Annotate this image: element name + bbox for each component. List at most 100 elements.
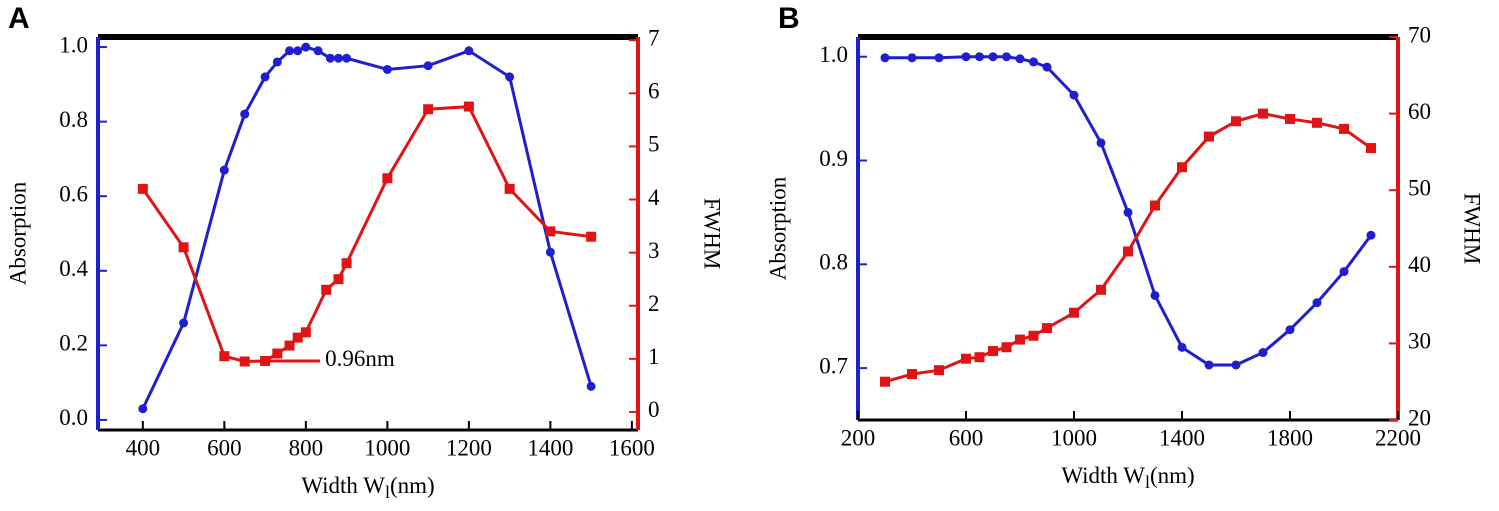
y-tick-label: 1.0 (59, 32, 88, 57)
marker (1312, 117, 1322, 128)
marker (1339, 123, 1349, 134)
series-line (885, 55, 1373, 367)
marker (382, 64, 392, 74)
marker (504, 183, 515, 194)
marker (1096, 138, 1106, 148)
marker (1028, 330, 1039, 341)
marker (272, 57, 282, 67)
marker (880, 53, 890, 63)
annotation: 0.96nm (325, 346, 395, 371)
x-axis-label-main: Width W (301, 473, 385, 498)
marker (1366, 143, 1376, 154)
y-tick-label: 1.0 (819, 42, 848, 67)
x-tick-label: 600 (949, 425, 984, 450)
marker (545, 247, 555, 257)
marker (342, 53, 352, 63)
y2-tick-label: 7 (648, 25, 660, 50)
x-tick-label: 2200 (1375, 425, 1421, 450)
y-tick-label: 0.8 (819, 250, 848, 275)
marker (1015, 334, 1025, 345)
y-tick-label: 0.2 (59, 331, 88, 356)
x-tick-label: 1200 (446, 435, 492, 460)
marker (1366, 230, 1376, 240)
marker (586, 381, 596, 391)
marker (975, 52, 984, 62)
marker (1150, 200, 1160, 211)
marker (974, 352, 985, 363)
panel-label: B (778, 2, 800, 35)
marker (907, 369, 917, 380)
marker (1150, 290, 1160, 300)
marker (1231, 116, 1241, 127)
marker (240, 109, 250, 119)
y2-axis-label: FWHM (1460, 193, 1485, 265)
x-tick-label: 600 (207, 435, 242, 460)
y2-tick-label: 5 (648, 132, 660, 157)
marker (1258, 108, 1268, 119)
marker (1029, 57, 1038, 67)
marker (239, 356, 250, 367)
marker (988, 52, 998, 62)
marker (961, 52, 971, 62)
y2-tick-label: 20 (1408, 405, 1431, 430)
marker (321, 284, 332, 295)
marker (313, 46, 323, 56)
marker (1015, 54, 1025, 64)
y2-tick-label: 4 (648, 185, 660, 210)
x-tick-label: 200 (841, 425, 876, 450)
marker (292, 332, 303, 343)
x-axis-label-main: Width W (1061, 463, 1145, 488)
y2-tick-label: 3 (648, 238, 660, 263)
marker (505, 72, 515, 82)
series-line (884, 112, 1372, 384)
y-tick-label: 0.9 (819, 146, 848, 171)
marker (463, 101, 474, 112)
y-tick-label: 0.7 (819, 353, 848, 378)
marker (293, 46, 303, 56)
y2-tick-label: 60 (1408, 99, 1431, 124)
x-axis-label-unit: (nm) (1150, 463, 1195, 488)
marker (1258, 348, 1268, 358)
y2-tick-label: 70 (1408, 22, 1431, 47)
marker (260, 72, 270, 82)
marker (1285, 113, 1295, 124)
marker (1042, 323, 1052, 334)
y2-axis-label: FWHM (700, 198, 725, 270)
marker (301, 42, 311, 52)
marker (423, 61, 433, 71)
marker (284, 340, 295, 351)
y-axis-label: Absorption (5, 181, 30, 285)
marker (285, 46, 295, 56)
x-tick-label: 800 (289, 435, 324, 460)
marker (138, 404, 148, 414)
marker (907, 53, 917, 63)
marker (1002, 52, 1011, 62)
x-tick-label: 1400 (1159, 425, 1205, 450)
marker (333, 274, 344, 285)
x-tick-label: 400 (126, 435, 161, 460)
marker (219, 165, 229, 175)
marker (423, 104, 434, 115)
marker (341, 258, 352, 269)
marker (1177, 342, 1187, 352)
y2-tick-label: 0 (648, 397, 660, 422)
y-axis-label: Absorption (765, 176, 790, 280)
marker (1069, 307, 1079, 318)
marker (1339, 267, 1349, 277)
x-axis-label-sub: l (385, 482, 390, 502)
marker (179, 318, 189, 328)
marker (1123, 246, 1133, 257)
marker (586, 231, 597, 242)
x-axis-label-sub: l (1145, 472, 1150, 492)
x-tick-label: 1000 (1051, 425, 1097, 450)
marker (1123, 207, 1133, 217)
marker (934, 365, 944, 376)
y2-tick-label: 6 (648, 79, 660, 104)
marker (1042, 62, 1052, 72)
marker (1096, 284, 1106, 295)
y-tick-label: 0.4 (59, 256, 88, 281)
y-tick-label: 0.6 (59, 181, 88, 206)
marker (1069, 90, 1079, 100)
y2-tick-label: 50 (1408, 175, 1431, 200)
marker (1001, 342, 1012, 353)
